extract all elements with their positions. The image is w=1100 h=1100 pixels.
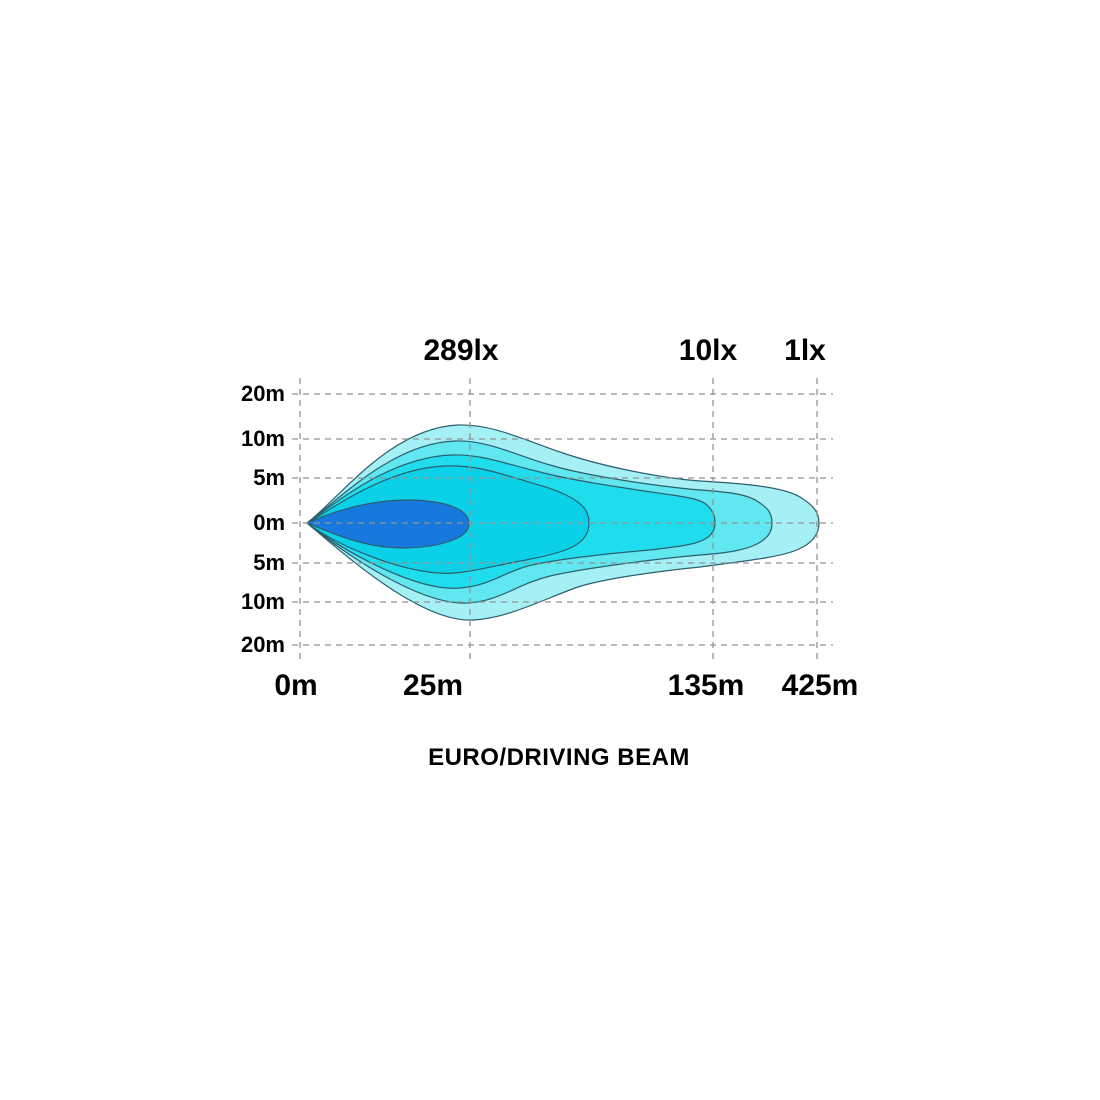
x-tick-425m: 425m (781, 669, 859, 702)
x-tick-0m: 0m (274, 669, 318, 702)
y-tick-10m-bottom: 10m (240, 589, 285, 614)
y-tick-20m-bottom: 20m (240, 632, 285, 657)
grid-layer (292, 378, 833, 662)
y-tick-5m-bottom: 5m (253, 550, 285, 575)
isolux-label-289lx: 289lx (423, 334, 499, 367)
x-tick-25m: 25m (402, 669, 464, 702)
contour-289lx (305, 499, 470, 549)
contour-layer (305, 424, 820, 621)
x-tick-135m: 135m (667, 669, 745, 702)
isolux-label-10lx: 10lx (678, 334, 738, 367)
isolux-label-1lx: 1lx (784, 334, 826, 367)
y-tick-5m-top: 5m (253, 465, 285, 490)
y-tick-10m-top: 10m (240, 426, 285, 451)
chart-title: EURO/DRIVING BEAM (428, 744, 690, 771)
y-tick-0m: 0m (253, 510, 285, 535)
y-tick-20m-top: 20m (240, 381, 285, 406)
